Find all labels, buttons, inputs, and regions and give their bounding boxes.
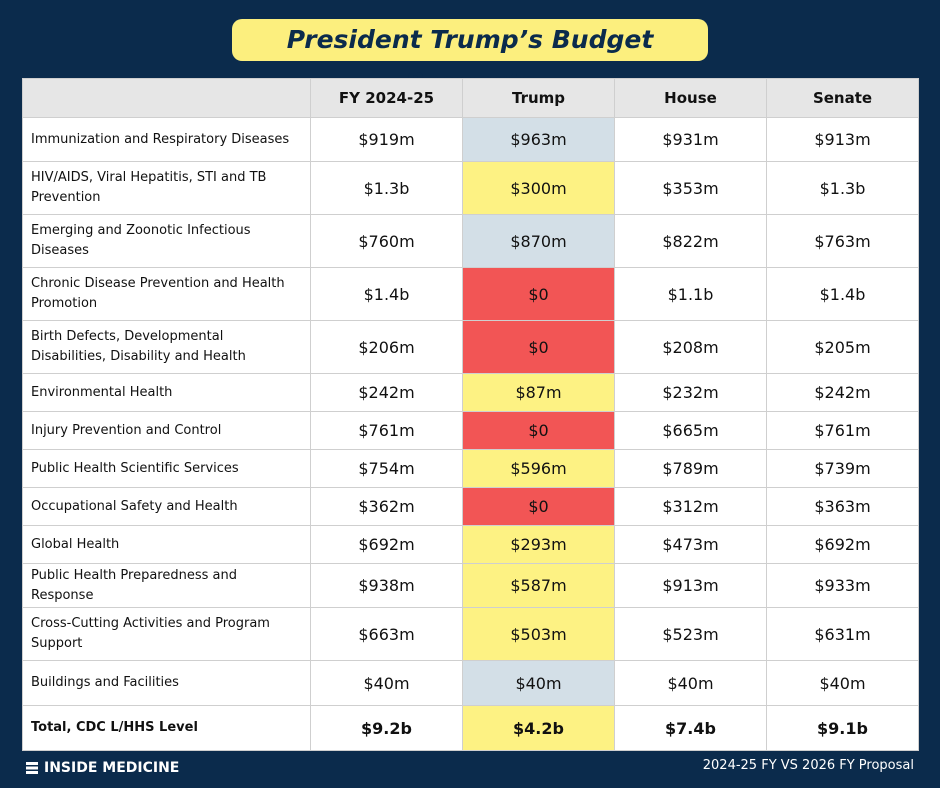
row-label: Global Health [22, 525, 311, 564]
brand: INSIDE MEDICINE [26, 760, 179, 776]
row-label: Chronic Disease Prevention and Health Pr… [22, 267, 311, 321]
value-cell: $692m [766, 525, 919, 564]
value-cell: $1.1b [614, 267, 767, 321]
value-cell: $7.4b [614, 705, 767, 751]
value-cell: $763m [766, 214, 919, 268]
row-label: Public Health Scientific Services [22, 449, 311, 488]
value-cell: $40m [614, 660, 767, 706]
value-cell: $0 [462, 487, 615, 526]
value-cell: $1.3b [766, 161, 919, 215]
value-cell: $9.1b [766, 705, 919, 751]
value-cell: $665m [614, 411, 767, 450]
value-cell: $353m [614, 161, 767, 215]
table-row: Public Health Preparedness and Response $… [22, 563, 919, 608]
value-cell: $312m [614, 487, 767, 526]
table-row: Global Health $692m $293m $473m $692m [22, 525, 919, 564]
brand-text: INSIDE MEDICINE [44, 760, 180, 776]
value-cell: $789m [614, 449, 767, 488]
value-cell: $242m [766, 373, 919, 412]
value-cell: $363m [766, 487, 919, 526]
title: President Trump’s Budget Requests [232, 19, 708, 96]
header-row: FY 2024-25 Trump House Senate [22, 78, 919, 118]
value-cell: $760m [310, 214, 463, 268]
value-cell: $503m [462, 607, 615, 661]
value-cell: $0 [462, 411, 615, 450]
value-cell: $40m [310, 660, 463, 706]
value-cell: $822m [614, 214, 767, 268]
value-cell: $963m [462, 117, 615, 162]
value-cell: $938m [310, 563, 463, 608]
table-row: Total, CDC L/HHS Level $9.2b $4.2b $7.4b $9.… [22, 705, 919, 751]
value-cell: $761m [766, 411, 919, 450]
column-header: Trump [462, 78, 615, 118]
table-row: Buildings and Facilities $40m $40m $40m $40m [22, 660, 919, 706]
footer-note: 2024-25 FY VS 2026 FY Proposal [702, 758, 914, 773]
value-cell: $208m [614, 320, 767, 374]
value-cell: $523m [614, 607, 767, 661]
table-row: Injury Prevention and Control $761m $0 $665… [22, 411, 919, 450]
value-cell: $1.4b [766, 267, 919, 321]
row-label: Total, CDC L/HHS Level [22, 705, 311, 751]
value-cell: $663m [310, 607, 463, 661]
row-label: Public Health Preparedness and Response [22, 563, 311, 608]
table-row: HIV/AIDS, Viral Hepatitis, STI and TB Pr… [22, 161, 919, 215]
table-row: Immunization and Respiratory Diseases $91… [22, 117, 919, 162]
value-cell: $919m [310, 117, 463, 162]
row-label: Birth Defects, Developmental Disabilitie… [22, 320, 311, 374]
column-header: House [614, 78, 767, 118]
value-cell: $293m [462, 525, 615, 564]
table-row: Public Health Scientific Services $754m $5… [22, 449, 919, 488]
table-row: Chronic Disease Prevention and Health Pr… [22, 267, 919, 321]
value-cell: $1.4b [310, 267, 463, 321]
value-cell: $933m [766, 563, 919, 608]
value-cell: $242m [310, 373, 463, 412]
value-cell: $1.3b [310, 161, 463, 215]
table-row: Occupational Safety and Health $362m $0 $31… [22, 487, 919, 526]
table-row: Environmental Health $242m $87m $232m $242m [22, 373, 919, 412]
value-cell: $870m [462, 214, 615, 268]
value-cell: $205m [766, 320, 919, 374]
row-label: Cross-Cutting Activities and Program Sup… [22, 607, 311, 661]
value-cell: $761m [310, 411, 463, 450]
value-cell: $596m [462, 449, 615, 488]
value-cell: $931m [614, 117, 767, 162]
row-label: Injury Prevention and Control [22, 411, 311, 450]
budget-table: FY 2024-25 Trump House Senate Immunization … [22, 78, 919, 751]
row-label: Environmental Health [22, 373, 311, 412]
value-cell: $232m [614, 373, 767, 412]
value-cell: $754m [310, 449, 463, 488]
row-label: Occupational Safety and Health [22, 487, 311, 526]
value-cell: $692m [310, 525, 463, 564]
value-cell: $362m [310, 487, 463, 526]
value-cell: $473m [614, 525, 767, 564]
value-cell: $4.2b [462, 705, 615, 751]
value-cell: $0 [462, 320, 615, 374]
table-row: Emerging and Zoonotic Infectious Disease… [22, 214, 919, 268]
table-row: Birth Defects, Developmental Disabilitie… [22, 320, 919, 374]
table-row: Cross-Cutting Activities and Program Sup… [22, 607, 919, 661]
row-label: Buildings and Facilities [22, 660, 311, 706]
row-label: Immunization and Respiratory Diseases [22, 117, 311, 162]
column-header: Senate [766, 78, 919, 118]
row-label: HIV/AIDS, Viral Hepatitis, STI and TB Pr… [22, 161, 311, 215]
column-header: FY 2024-25 [310, 78, 463, 118]
value-cell: $9.2b [310, 705, 463, 751]
value-cell: $87m [462, 373, 615, 412]
header-cell [22, 78, 311, 118]
value-cell: $739m [766, 449, 919, 488]
value-cell: $206m [310, 320, 463, 374]
value-cell: $913m [614, 563, 767, 608]
value-cell: $0 [462, 267, 615, 321]
value-cell: $40m [462, 660, 615, 706]
table-body: Immunization and Respiratory Diseases $91… [22, 117, 919, 751]
value-cell: $300m [462, 161, 615, 215]
brand-icon [26, 762, 38, 774]
value-cell: $587m [462, 563, 615, 608]
value-cell: $631m [766, 607, 919, 661]
value-cell: $913m [766, 117, 919, 162]
value-cell: $40m [766, 660, 919, 706]
row-label: Emerging and Zoonotic Infectious Disease… [22, 214, 311, 268]
